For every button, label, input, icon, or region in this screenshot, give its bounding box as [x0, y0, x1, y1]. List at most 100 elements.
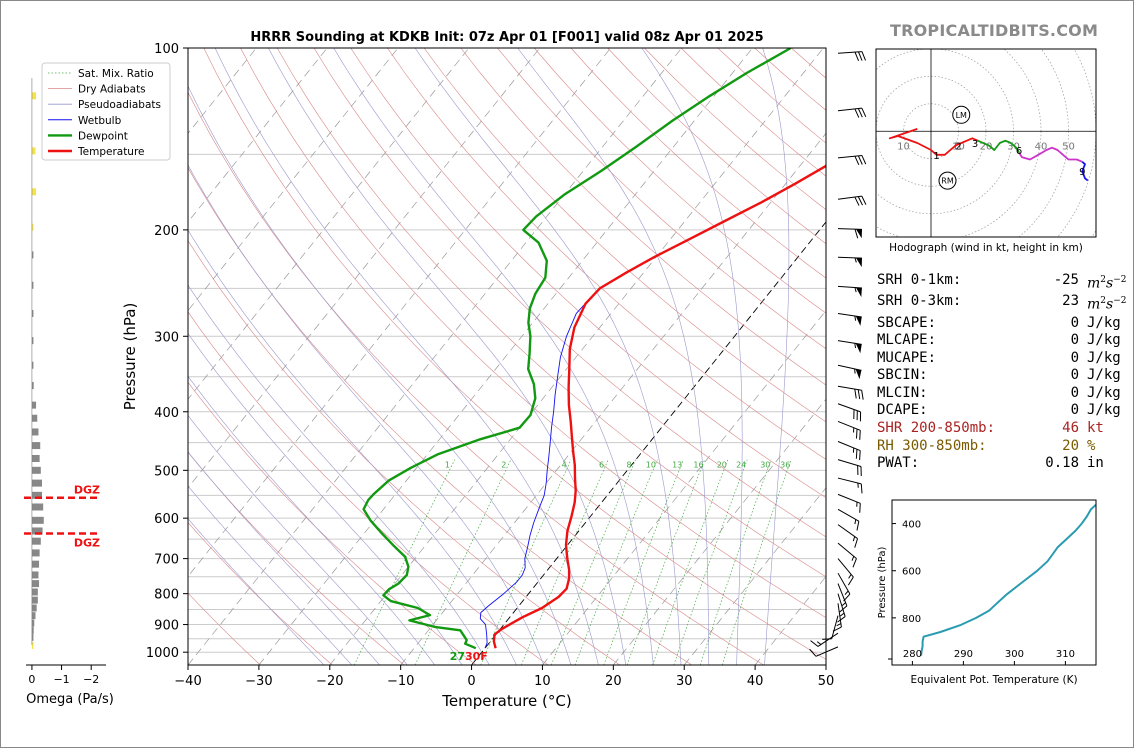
- stat-row: MLCAPE: 0 J/kg: [877, 332, 1126, 350]
- mixing-ratio-label: 13: [672, 460, 682, 469]
- dry-adiabat-line: [644, 48, 826, 210]
- barb-half: [839, 612, 845, 617]
- dry-adiabat-line: [188, 451, 405, 665]
- wind-barb: [837, 420, 861, 440]
- hodograph-trace: [1018, 146, 1083, 163]
- y-tick-label: 600: [154, 512, 179, 527]
- dry-adiabat-line: [276, 48, 826, 578]
- stat-unit: J/kg: [1087, 367, 1121, 384]
- omega-bar: [31, 580, 40, 588]
- mixing-ratio-label: 6: [599, 460, 604, 469]
- barb-staff: [837, 441, 861, 452]
- y-tick-label: 300: [154, 330, 179, 345]
- dry-adiabat-line: [534, 48, 826, 314]
- dry-adiabat-line: [188, 240, 621, 665]
- mixing-ratio-label: 24: [736, 460, 746, 469]
- barb-full: [854, 196, 860, 206]
- hodograph-trace: [960, 137, 979, 144]
- hodograph-ring-label: 20: [980, 141, 993, 152]
- omega-bar: [31, 571, 39, 579]
- barb-staff: [837, 385, 862, 391]
- hodograph-height-label: 6: [1016, 146, 1022, 157]
- barb-staff: [817, 632, 839, 647]
- mixing-ratio-line: [521, 459, 609, 665]
- barb-full: [854, 228, 859, 239]
- isotherm-line: [613, 398, 826, 665]
- barb-staff: [837, 477, 862, 485]
- barb-full: [847, 576, 854, 586]
- barb-full: [810, 640, 819, 647]
- barb-full: [854, 538, 859, 548]
- stat-unit: in: [1087, 455, 1104, 472]
- omega-bar: [31, 604, 37, 612]
- stat-row: PWAT: 0.18 in: [877, 455, 1126, 473]
- x-tick-label: 50: [818, 674, 835, 689]
- stat-unit: J/kg: [1087, 314, 1121, 331]
- barb-full: [856, 521, 860, 531]
- stat-value: 20: [1062, 437, 1079, 454]
- stat-unit: kt: [1087, 420, 1104, 437]
- stat-label: PWAT:: [877, 455, 920, 472]
- stat-label: SHR 200-850mb:: [877, 420, 996, 437]
- barb-staff: [837, 558, 854, 578]
- barb-full: [857, 389, 861, 400]
- x-tick-label: −10: [387, 674, 414, 689]
- pseudoadiabat-line: [188, 451, 380, 665]
- isotherm-line: [400, 132, 826, 665]
- stat-row: SBCAPE: 0 J/kg: [877, 315, 1126, 333]
- dry-adiabat-line: [188, 167, 692, 665]
- mixing-ratio-label: 2: [501, 460, 506, 469]
- wind-barb: [837, 403, 862, 422]
- mixing-ratio-label: 10: [646, 460, 656, 469]
- omega-bar: [31, 147, 36, 155]
- barb-half: [854, 368, 856, 374]
- dry-adiabat-line: [313, 48, 826, 538]
- barb-staff: [837, 51, 862, 54]
- barb-staff: [837, 285, 862, 289]
- omega-bar: [31, 223, 34, 231]
- theta-e-y-tick-label: 600: [902, 567, 921, 578]
- omega-bar: [31, 596, 38, 604]
- y-axis-label: Pressure (hPa): [121, 303, 139, 411]
- surface-dewpoint-label: 27: [450, 650, 465, 663]
- wind-barb: [837, 256, 863, 268]
- mixing-ratio-label: 20: [717, 460, 727, 469]
- barb-half: [851, 556, 855, 561]
- stat-row: SRH 0-3km: 23 m2s−2: [877, 293, 1126, 314]
- theta-e-x-tick-label: 280: [903, 649, 922, 660]
- omega-bar: [31, 642, 34, 650]
- barb-half: [852, 536, 856, 542]
- x-tick-label: 0: [467, 674, 475, 689]
- dry-adiabat-line: [387, 48, 826, 460]
- wind-barb: [837, 441, 861, 461]
- stat-row: SRH 0-1km: -25 m2s−2: [877, 272, 1126, 293]
- omega-bar: [31, 479, 42, 487]
- barb-full: [861, 51, 867, 61]
- wind-barb: [837, 195, 867, 206]
- omega-bar: [31, 188, 37, 196]
- dry-adiabat-line: [497, 48, 826, 350]
- mixing-ratio-label: 8: [626, 460, 631, 469]
- barb-staff: [837, 459, 862, 467]
- storm-motion-marker: [938, 171, 957, 190]
- mixing-ratio-line: [626, 459, 706, 665]
- theta-e-x-tick-label: 310: [1056, 649, 1075, 660]
- omega-bar: [31, 466, 41, 474]
- wind-barb: [837, 340, 862, 354]
- wind-barb: [837, 593, 846, 623]
- chart-title: HRRR Sounding at KDKB Init: 07z Apr 01 […: [250, 30, 763, 45]
- stat-value: 46: [1062, 420, 1079, 437]
- omega-bar: [31, 361, 34, 369]
- x-tick-label: 20: [605, 674, 622, 689]
- y-tick-label: 800: [154, 588, 179, 603]
- isotherm-line: [188, 48, 541, 489]
- barb-half: [844, 590, 849, 595]
- wind-barb: [837, 524, 859, 548]
- hodograph-ring: [870, 40, 1110, 270]
- barb-staff: [837, 107, 862, 112]
- barb-full: [854, 108, 860, 118]
- omega-bar: [31, 619, 35, 627]
- y-tick-label: 400: [154, 406, 179, 421]
- wind-barb: [837, 51, 867, 62]
- omega-panel: 0 −1 −2 Omega (Pa/s) DGZ DGZ: [24, 78, 114, 707]
